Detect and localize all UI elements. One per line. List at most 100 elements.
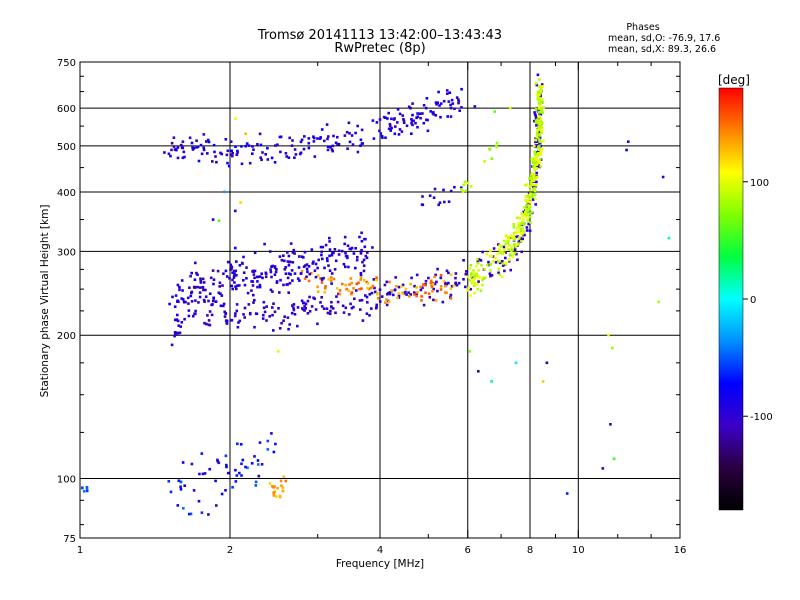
data-point bbox=[531, 195, 534, 199]
data-point bbox=[231, 278, 234, 282]
data-point bbox=[527, 191, 531, 195]
data-point bbox=[303, 250, 307, 254]
data-point bbox=[471, 276, 474, 280]
data-point bbox=[163, 151, 166, 154]
data-point bbox=[342, 311, 346, 314]
data-point bbox=[341, 282, 344, 286]
data-point bbox=[207, 513, 210, 516]
data-point bbox=[302, 301, 306, 305]
data-point bbox=[183, 317, 186, 321]
data-point bbox=[251, 152, 254, 155]
data-point bbox=[280, 321, 283, 325]
data-point bbox=[259, 143, 263, 147]
data-point bbox=[535, 165, 539, 168]
data-point bbox=[434, 101, 438, 104]
data-point bbox=[532, 161, 535, 165]
data-point bbox=[179, 485, 182, 489]
data-point bbox=[421, 286, 424, 289]
data-point bbox=[176, 319, 180, 323]
data-point bbox=[200, 452, 204, 455]
data-point bbox=[469, 294, 472, 297]
data-point bbox=[167, 480, 171, 483]
data-point bbox=[535, 93, 539, 96]
data-point bbox=[509, 234, 513, 238]
data-point bbox=[410, 119, 414, 123]
data-point bbox=[516, 227, 519, 230]
data-point bbox=[192, 489, 196, 492]
data-point bbox=[196, 273, 199, 276]
data-point bbox=[517, 222, 520, 225]
data-point bbox=[538, 98, 541, 101]
data-point bbox=[212, 296, 215, 300]
data-point bbox=[537, 137, 541, 141]
data-point bbox=[511, 237, 514, 240]
data-point bbox=[425, 118, 428, 122]
data-point bbox=[532, 172, 536, 176]
data-point bbox=[387, 111, 390, 115]
data-point bbox=[513, 243, 516, 246]
data-point bbox=[425, 97, 429, 100]
data-point bbox=[344, 254, 348, 258]
data-point bbox=[197, 159, 201, 163]
data-point bbox=[246, 291, 250, 295]
data-point bbox=[410, 132, 413, 135]
data-point bbox=[454, 282, 457, 286]
data-point bbox=[358, 235, 361, 239]
y-axis-ticks: 75 100 200 300 400 500 600 750 bbox=[57, 58, 680, 545]
data-point bbox=[281, 489, 285, 493]
data-point bbox=[222, 304, 225, 308]
data-point bbox=[176, 156, 180, 160]
data-point bbox=[189, 512, 193, 516]
data-point bbox=[432, 196, 436, 199]
data-point bbox=[195, 271, 198, 275]
data-point bbox=[190, 300, 194, 303]
data-point bbox=[189, 274, 192, 278]
data-point bbox=[180, 321, 184, 324]
data-point bbox=[497, 268, 501, 271]
data-point bbox=[523, 230, 526, 233]
data-point bbox=[421, 195, 424, 198]
data-point bbox=[305, 267, 309, 271]
x-tick-label: 16 bbox=[674, 545, 687, 556]
data-point bbox=[331, 307, 335, 310]
data-point bbox=[538, 85, 541, 88]
data-point bbox=[539, 144, 542, 148]
data-point bbox=[169, 154, 172, 158]
data-point bbox=[270, 156, 274, 160]
data-point bbox=[238, 319, 242, 323]
data-point bbox=[224, 138, 228, 141]
data-point bbox=[350, 306, 354, 310]
data-point bbox=[535, 163, 539, 166]
data-point bbox=[85, 489, 89, 493]
data-point bbox=[515, 216, 519, 220]
y-tick-label: 100 bbox=[57, 475, 76, 486]
data-point bbox=[279, 278, 282, 282]
data-point bbox=[473, 276, 476, 279]
data-point bbox=[419, 285, 422, 289]
data-point bbox=[396, 108, 400, 111]
data-point bbox=[503, 269, 506, 273]
data-point bbox=[176, 504, 180, 507]
data-point bbox=[532, 188, 535, 192]
data-point bbox=[226, 161, 229, 165]
data-point bbox=[522, 218, 525, 221]
data-point bbox=[531, 198, 535, 201]
data-point bbox=[432, 113, 436, 116]
data-point bbox=[424, 106, 428, 110]
data-point bbox=[428, 295, 432, 299]
data-point bbox=[294, 153, 298, 156]
data-point bbox=[192, 146, 196, 150]
data-point bbox=[449, 297, 453, 300]
data-point bbox=[175, 331, 179, 335]
data-point bbox=[324, 243, 328, 247]
data-point bbox=[542, 139, 545, 143]
data-point bbox=[479, 259, 483, 262]
data-point bbox=[216, 458, 219, 462]
data-point bbox=[514, 245, 518, 249]
data-point bbox=[208, 310, 212, 313]
data-point bbox=[366, 251, 369, 254]
data-point bbox=[320, 278, 324, 281]
data-point bbox=[407, 105, 411, 109]
data-point bbox=[334, 141, 338, 145]
data-point bbox=[305, 263, 309, 266]
